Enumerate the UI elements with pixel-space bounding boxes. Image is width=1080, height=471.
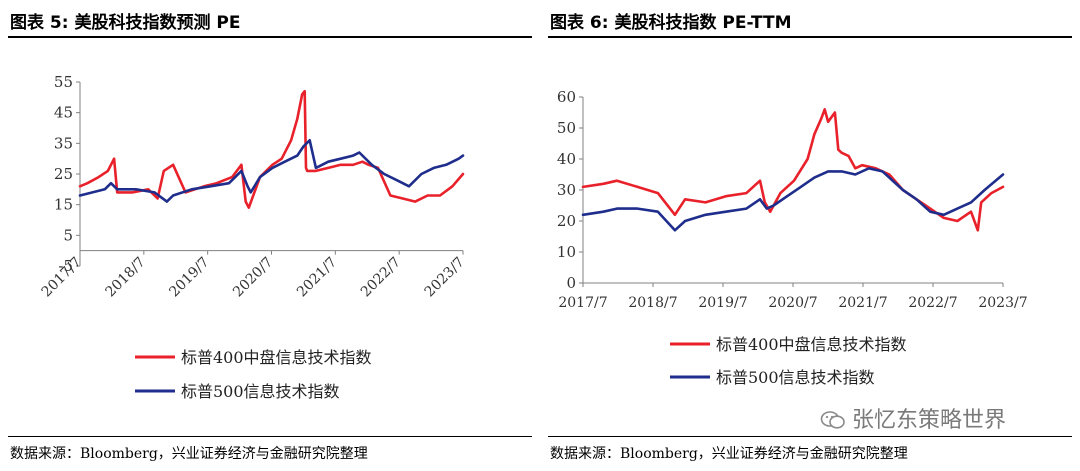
series-line [78,139,465,203]
x-tick-label: 2019/7 [166,254,212,300]
y-tick-label: -5 [58,257,73,275]
x-tick-label: 2019/7 [698,295,747,311]
figure-title: 图表 6: 美股科技指数 PE-TTM [550,13,792,33]
y-tick-label: 30 [557,181,576,199]
y-tick-label: 35 [54,134,73,152]
figure-title: 图表 5: 美股科技指数预测 PE [10,13,241,33]
wechat-icon [820,411,845,429]
y-tick-label: 50 [557,119,576,137]
source-rule [8,436,532,437]
series-line [581,108,1005,232]
title-rule [548,36,1072,38]
legend-label: 标普500信息技术指数 [181,382,340,401]
chart-panel-pe-forward: 图表 5: 美股科技指数预测 PE -5 5 15 25 35 45 55 2017/7 201… [8,13,532,462]
legend-label: 标普500信息技术指数 [716,368,875,387]
series-line [581,167,1005,232]
y-tick-label: 0 [566,274,576,292]
source-note: 数据来源：Bloomberg，兴业证券经济与金融研究院整理 [10,446,368,462]
x-tick-label: 2022/7 [908,295,957,311]
source-note: 数据来源：Bloomberg，兴业证券经济与金融研究院整理 [550,446,908,462]
legend-label: 标普400中盘信息技术指数 [716,335,907,354]
watermark: 张忆东策略世界 [820,402,1006,434]
y-tick-label: 5 [63,226,73,244]
x-tick-label: 2017/7 [558,295,607,311]
x-tick-label: 2022/7 [358,254,404,300]
y-tick-label: 40 [557,150,576,168]
y-tick-label: 55 [54,73,73,91]
line-chart-pe-ttm: 0 10 20 30 40 50 60 2017/7 2018/7 2019/7 2020/7 202… [557,88,1028,387]
chart-panel-pe-ttm: 图表 6: 美股科技指数 PE-TTM 0 10 20 30 40 50 60 2017/7 2… [540,0,1080,471]
x-tick-label: 2020/7 [230,254,276,300]
source-rule [548,436,1072,437]
y-tick-label: 10 [557,243,576,261]
legend-label: 标普400中盘信息技术指数 [181,348,372,367]
x-tick-label: 2021/7 [838,295,887,311]
x-tick-label: 2018/7 [628,295,677,311]
x-tick-label: 2023/7 [978,295,1027,311]
y-tick-label: 25 [54,165,73,183]
x-tick-label: 2018/7 [103,254,149,300]
y-tick-label: 15 [54,196,73,214]
x-tick-label: 2020/7 [768,295,817,311]
y-tick-label: 20 [557,212,576,230]
y-tick-label: 45 [54,104,73,122]
x-tick-label: 2023/7 [422,254,468,300]
title-rule [8,36,532,38]
y-tick-label: 60 [557,88,576,106]
x-tick-label: 2021/7 [294,254,340,300]
watermark-text: 张忆东策略世界 [852,408,1007,433]
